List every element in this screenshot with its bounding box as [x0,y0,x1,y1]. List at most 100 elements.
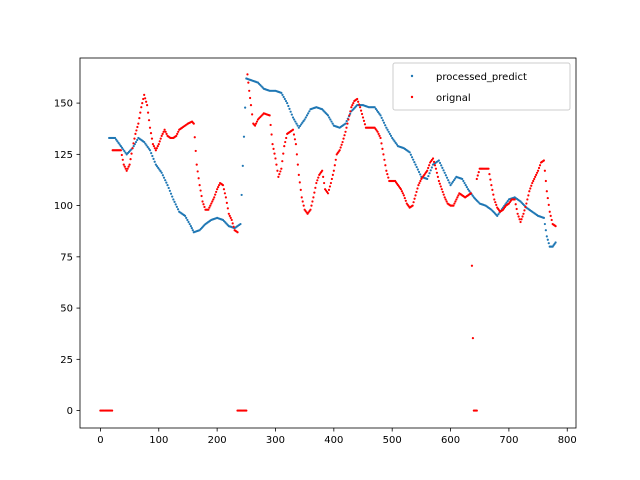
data-point [542,159,546,162]
data-point [159,137,162,140]
data-point [300,123,303,126]
x-tick-label: 400 [324,435,343,446]
data-point [167,186,170,190]
data-point [391,136,394,140]
data-point [385,126,388,129]
data-point [185,216,188,219]
data-point [445,200,448,203]
data-point [285,136,288,140]
data-point [200,194,203,198]
data-point [221,183,225,187]
data-point [126,167,129,170]
data-point [135,129,138,132]
data-point [146,104,149,107]
data-point [210,202,213,205]
data-point [138,117,141,120]
data-point [273,152,276,155]
data-point [298,181,301,184]
data-point [165,181,168,184]
series-layer [99,73,557,412]
data-point [116,140,119,143]
data-point [448,181,451,184]
data-point [363,123,367,126]
data-point [377,132,380,135]
legend-marker-processed-predict [410,74,414,78]
data-point [133,137,136,140]
data-point [195,163,198,166]
data-point [297,173,300,176]
data-point [543,222,546,226]
series-orignal [99,73,557,412]
data-point [434,167,438,170]
data-point [491,188,494,191]
data-point [379,136,382,140]
data-point [544,229,547,232]
data-point [314,186,317,189]
data-point [213,196,216,199]
data-point [379,114,382,117]
data-point [408,151,411,154]
data-point [236,231,239,234]
data-point [517,215,520,218]
data-point [545,190,548,193]
data-point [449,183,452,187]
data-point [386,173,389,176]
data-point [530,184,533,187]
data-point [197,177,200,180]
data-point [469,192,473,195]
data-point [333,164,336,167]
data-point [176,208,180,211]
data-point [506,199,509,203]
data-point [435,171,439,174]
data-point [225,201,228,204]
data-point [525,202,528,205]
data-point [513,198,516,201]
data-point [532,179,535,183]
data-point [554,224,557,228]
data-point [404,199,407,202]
data-point [274,157,277,160]
data-point [292,133,296,136]
data-point [427,166,430,170]
y-tick-label: 25 [60,355,73,366]
data-point [154,149,157,152]
data-point [152,157,155,160]
data-point [385,169,388,172]
y-tick-label: 125 [54,150,73,161]
series-processed-predict [108,77,557,248]
data-point [527,194,530,197]
data-point [487,167,490,170]
data-point [291,128,295,131]
data-point [251,113,254,116]
data-point [438,182,441,185]
data-point [283,97,286,101]
data-point [145,100,148,103]
data-point [174,203,177,206]
data-point [123,165,126,168]
data-point [282,152,285,155]
data-point [546,196,549,200]
data-point [496,214,499,217]
data-point [153,160,156,163]
data-point [477,171,480,174]
data-point [339,146,342,149]
data-point [150,152,153,155]
data-point [232,225,235,228]
data-point [148,149,152,152]
data-point [147,147,150,150]
data-point [362,119,366,122]
legend-marker-orignal [410,95,414,99]
data-point [330,177,333,181]
data-point [442,193,445,196]
data-point [488,173,491,176]
data-point [132,142,135,145]
data-point [276,169,279,172]
data-point [149,132,153,135]
data-point [196,170,199,173]
data-point [444,198,447,201]
data-point [342,137,345,140]
data-point [163,128,166,131]
data-point [280,167,283,170]
data-point [271,142,274,146]
data-point [192,122,195,125]
